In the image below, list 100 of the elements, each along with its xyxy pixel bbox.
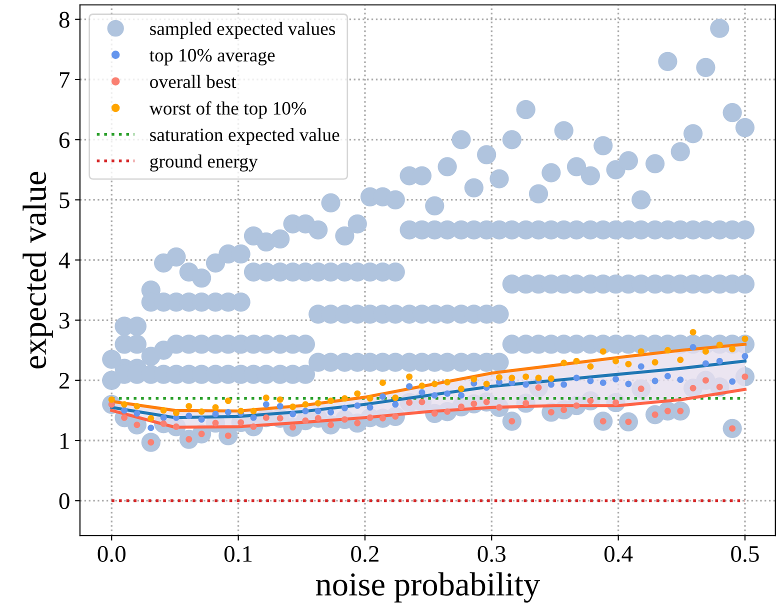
point [262, 401, 270, 408]
x-tick-label: 0.2 [351, 546, 378, 562]
point [612, 376, 620, 382]
point [638, 386, 644, 392]
point [729, 346, 736, 352]
point [470, 376, 478, 382]
point [186, 402, 192, 410]
point [690, 328, 696, 336]
point [341, 404, 348, 412]
point [262, 414, 270, 421]
point [573, 374, 580, 382]
point [366, 404, 374, 411]
x-tick-label: 0.5 [731, 546, 759, 562]
point [522, 373, 530, 380]
point [560, 360, 568, 366]
y-tick-label: 8 [59, 12, 70, 28]
point [587, 378, 594, 384]
point [729, 378, 736, 385]
point [535, 374, 542, 382]
point [328, 408, 334, 416]
point [625, 360, 632, 368]
point [522, 381, 530, 388]
point [392, 401, 399, 408]
point [198, 416, 205, 423]
point [121, 401, 128, 408]
point [238, 408, 244, 414]
point [406, 383, 413, 390]
point [198, 408, 205, 415]
legend-label: sampled expected values [150, 22, 336, 39]
point [108, 396, 115, 403]
point [508, 374, 516, 382]
point [625, 380, 632, 388]
legend-label: saturation expected value [150, 128, 340, 145]
point [121, 407, 128, 414]
point [716, 358, 723, 364]
point [314, 408, 322, 414]
point [638, 363, 644, 370]
point [314, 400, 322, 406]
point [406, 399, 413, 406]
point [418, 389, 426, 396]
y-tick-label: 3 [60, 312, 70, 329]
point [560, 381, 568, 388]
y-tick-label: 4 [58, 252, 70, 268]
point [302, 408, 309, 414]
point [652, 359, 658, 366]
y-tick-label: 5 [60, 192, 70, 208]
point [535, 384, 542, 391]
point [483, 380, 490, 388]
point [444, 378, 451, 386]
point [290, 404, 296, 410]
point [702, 348, 709, 355]
point [418, 398, 426, 406]
point [276, 402, 284, 410]
y-axis-title: expected value [22, 172, 53, 368]
x-tick-label: 0.0 [98, 546, 126, 562]
point [431, 380, 438, 388]
point [677, 376, 684, 383]
point [458, 386, 464, 392]
point [160, 414, 167, 421]
point [212, 410, 219, 418]
point [548, 381, 554, 388]
point [302, 401, 309, 408]
point [212, 404, 219, 411]
point [431, 392, 438, 399]
point [341, 395, 348, 402]
y-tick-label: 6 [59, 132, 70, 148]
point [134, 402, 140, 410]
point [587, 363, 594, 370]
point [742, 353, 748, 360]
point [186, 412, 192, 420]
point [664, 372, 671, 380]
point [379, 393, 386, 400]
point [262, 394, 270, 402]
point [600, 379, 606, 386]
point [160, 407, 167, 414]
point [406, 373, 413, 380]
point [638, 348, 644, 355]
legend-label: worst of the top 10% [149, 101, 306, 118]
point [328, 398, 334, 404]
legend-label: ground energy [150, 154, 258, 172]
point [379, 379, 386, 386]
point [366, 395, 374, 402]
point [354, 390, 361, 397]
point [742, 336, 748, 342]
point [496, 374, 502, 381]
point [612, 358, 620, 364]
point [600, 348, 606, 355]
point [652, 378, 658, 384]
point [392, 394, 399, 402]
x-tick-label: 0.1 [224, 546, 252, 562]
point [664, 347, 671, 354]
point [702, 360, 709, 367]
y-tick-label: 7 [60, 72, 70, 88]
point [224, 408, 232, 416]
point [354, 402, 361, 409]
point [444, 390, 451, 397]
point [548, 375, 554, 382]
point [148, 414, 154, 422]
point [276, 396, 284, 403]
legend-label: top 10% average [150, 48, 275, 66]
